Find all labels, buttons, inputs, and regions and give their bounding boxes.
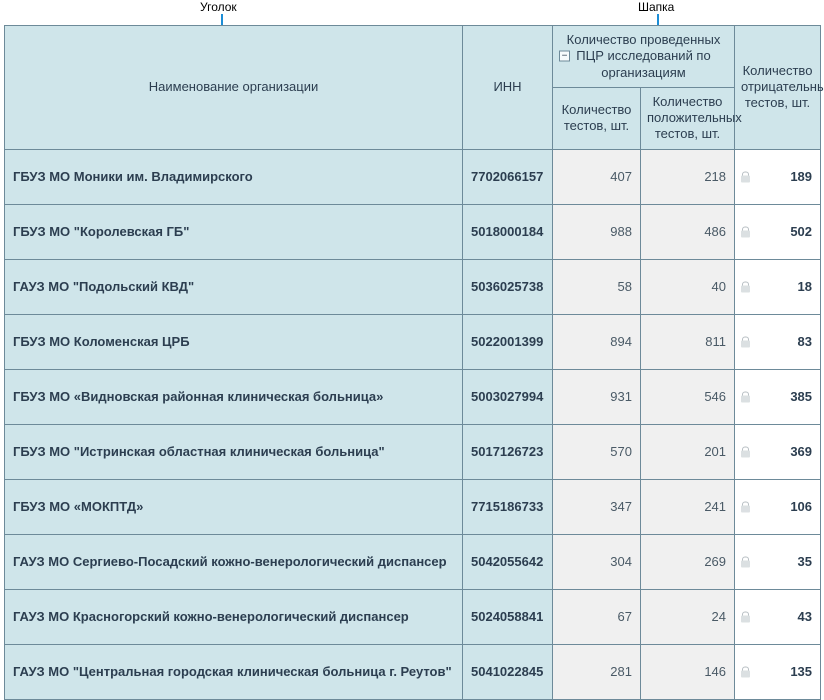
cell-pos: 486	[641, 204, 735, 259]
cell-org: ГАУЗ МО Сергиево-Посадский кожно-венерол…	[5, 534, 463, 589]
report-stage: Уголок Шапка Боковик Данные Наименование…	[0, 0, 824, 689]
cell-pos: 811	[641, 314, 735, 369]
table-row[interactable]: ГБУЗ МО "Истринская областная клиническа…	[5, 424, 821, 479]
cell-org: ГБУЗ МО "Истринская областная клиническа…	[5, 424, 463, 479]
lock-icon	[741, 556, 750, 567]
table-row[interactable]: ГАУЗ МО "Центральная городская клиническ…	[5, 644, 821, 699]
cell-pos: 241	[641, 479, 735, 534]
table-header: Наименование организации ИНН − Количеств…	[5, 26, 821, 150]
callout-corner-label: Уголок	[200, 0, 237, 14]
col-header-pcr-group[interactable]: − Количество проведенных ПЦР исследовани…	[553, 26, 735, 88]
cell-qty: 407	[553, 149, 641, 204]
cell-neg: 43	[735, 589, 821, 644]
cell-inn: 5042055642	[463, 534, 553, 589]
cell-neg-value: 106	[790, 499, 812, 514]
cell-org: ГБУЗ МО Моники им. Владимирского	[5, 149, 463, 204]
cell-neg: 106	[735, 479, 821, 534]
cell-pos: 40	[641, 259, 735, 314]
cell-neg: 135	[735, 644, 821, 699]
cell-pos: 269	[641, 534, 735, 589]
cell-qty: 894	[553, 314, 641, 369]
cell-neg: 502	[735, 204, 821, 259]
cell-neg-value: 189	[790, 169, 812, 184]
cell-pos: 546	[641, 369, 735, 424]
cell-org: ГАУЗ МО Красногорский кожно-венерологиче…	[5, 589, 463, 644]
cell-qty: 931	[553, 369, 641, 424]
cell-org: ГБУЗ МО Коломенская ЦРБ	[5, 314, 463, 369]
cell-org: ГАУЗ МО "Подольский КВД"	[5, 259, 463, 314]
table-row[interactable]: ГБУЗ МО "Королевская ГБ"5018000184988486…	[5, 204, 821, 259]
col-header-neg[interactable]: Количество отрицательных тестов, шт.	[735, 26, 821, 150]
lock-icon	[741, 501, 750, 512]
cell-inn: 5018000184	[463, 204, 553, 259]
table-row[interactable]: ГБУЗ МО «Видновская районная клиническая…	[5, 369, 821, 424]
cell-pos: 218	[641, 149, 735, 204]
table-row[interactable]: ГАУЗ МО Сергиево-Посадский кожно-венерол…	[5, 534, 821, 589]
cell-qty: 570	[553, 424, 641, 479]
cell-org: ГБУЗ МО «МОКПТД»	[5, 479, 463, 534]
lock-icon	[741, 171, 750, 182]
cell-inn: 5003027994	[463, 369, 553, 424]
cell-neg-value: 43	[798, 609, 812, 624]
report-table: Наименование организации ИНН − Количеств…	[4, 25, 821, 700]
cell-neg: 369	[735, 424, 821, 479]
collapse-icon[interactable]: −	[559, 51, 570, 62]
cell-inn: 5017126723	[463, 424, 553, 479]
lock-icon	[741, 226, 750, 237]
cell-neg: 189	[735, 149, 821, 204]
cell-pos: 24	[641, 589, 735, 644]
cell-inn: 7702066157	[463, 149, 553, 204]
cell-qty: 988	[553, 204, 641, 259]
cell-inn: 5041022845	[463, 644, 553, 699]
cell-qty: 347	[553, 479, 641, 534]
cell-pos: 201	[641, 424, 735, 479]
col-header-org[interactable]: Наименование организации	[5, 26, 463, 150]
cell-inn: 5022001399	[463, 314, 553, 369]
lock-icon	[741, 391, 750, 402]
cell-qty: 304	[553, 534, 641, 589]
table-row[interactable]: ГБУЗ МО Коломенская ЦРБ5022001399894811 8…	[5, 314, 821, 369]
col-header-inn[interactable]: ИНН	[463, 26, 553, 150]
col-header-pcr-group-label: Количество проведенных ПЦР исследований …	[567, 32, 721, 80]
cell-qty: 281	[553, 644, 641, 699]
cell-inn: 5036025738	[463, 259, 553, 314]
cell-neg-value: 83	[798, 334, 812, 349]
cell-neg-value: 502	[790, 224, 812, 239]
col-header-pos[interactable]: Количество положительных тестов, шт.	[641, 87, 735, 149]
col-header-qty[interactable]: Количество тестов, шт.	[553, 87, 641, 149]
table-body: ГБУЗ МО Моники им. Владимирского77020661…	[5, 149, 821, 699]
table-row[interactable]: ГАУЗ МО "Подольский КВД"50360257385840 18	[5, 259, 821, 314]
cell-neg-value: 385	[790, 389, 812, 404]
cell-org: ГАУЗ МО "Центральная городская клиническ…	[5, 644, 463, 699]
callout-header-label: Шапка	[638, 0, 674, 14]
lock-icon	[741, 666, 750, 677]
cell-neg-value: 135	[790, 664, 812, 679]
cell-neg-value: 18	[798, 279, 812, 294]
lock-icon	[741, 611, 750, 622]
cell-neg-value: 369	[790, 444, 812, 459]
cell-inn: 7715186733	[463, 479, 553, 534]
cell-neg: 18	[735, 259, 821, 314]
table-row[interactable]: ГБУЗ МО «МОКПТД»7715186733347241 106	[5, 479, 821, 534]
cell-neg-value: 35	[798, 554, 812, 569]
cell-neg: 385	[735, 369, 821, 424]
cell-org: ГБУЗ МО "Королевская ГБ"	[5, 204, 463, 259]
cell-qty: 58	[553, 259, 641, 314]
table-row[interactable]: ГАУЗ МО Красногорский кожно-венерологиче…	[5, 589, 821, 644]
table-row[interactable]: ГБУЗ МО Моники им. Владимирского77020661…	[5, 149, 821, 204]
lock-icon	[741, 281, 750, 292]
cell-neg: 83	[735, 314, 821, 369]
cell-neg: 35	[735, 534, 821, 589]
cell-pos: 146	[641, 644, 735, 699]
cell-qty: 67	[553, 589, 641, 644]
cell-org: ГБУЗ МО «Видновская районная клиническая…	[5, 369, 463, 424]
cell-inn: 5024058841	[463, 589, 553, 644]
lock-icon	[741, 336, 750, 347]
lock-icon	[741, 446, 750, 457]
